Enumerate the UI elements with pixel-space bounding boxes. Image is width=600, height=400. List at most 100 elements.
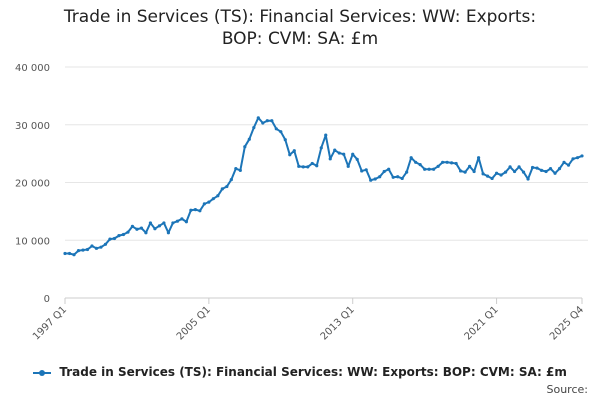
- data-point[interactable]: [81, 248, 85, 252]
- data-point[interactable]: [342, 152, 346, 156]
- data-point[interactable]: [463, 170, 467, 174]
- data-point[interactable]: [575, 156, 580, 160]
- data-point[interactable]: [229, 178, 233, 182]
- data-point[interactable]: [324, 133, 328, 137]
- data-point[interactable]: [364, 168, 368, 172]
- data-point[interactable]: [283, 138, 287, 142]
- data-point[interactable]: [436, 164, 440, 168]
- data-point[interactable]: [530, 165, 535, 170]
- data-point[interactable]: [157, 224, 162, 228]
- data-point[interactable]: [557, 167, 562, 171]
- data-point[interactable]: [72, 253, 76, 257]
- data-point[interactable]: [373, 177, 377, 181]
- data-point[interactable]: [270, 119, 274, 123]
- data-point[interactable]: [432, 167, 436, 171]
- data-point[interactable]: [130, 224, 135, 228]
- data-point[interactable]: [328, 157, 332, 161]
- data-point[interactable]: [517, 165, 521, 169]
- data-point[interactable]: [454, 161, 458, 166]
- data-point[interactable]: [503, 170, 508, 174]
- data-point[interactable]: [445, 160, 449, 164]
- data-point[interactable]: [346, 164, 350, 168]
- data-point[interactable]: [508, 165, 512, 169]
- data-point[interactable]: [162, 221, 166, 225]
- data-point[interactable]: [481, 172, 485, 176]
- data-point[interactable]: [441, 160, 445, 164]
- data-point[interactable]: [99, 245, 103, 249]
- data-point[interactable]: [418, 162, 422, 167]
- data-point[interactable]: [315, 164, 319, 168]
- data-point[interactable]: [166, 231, 170, 235]
- data-point[interactable]: [468, 164, 472, 168]
- data-point[interactable]: [526, 177, 530, 181]
- data-point[interactable]: [566, 163, 571, 167]
- data-point[interactable]: [121, 232, 126, 237]
- data-point[interactable]: [562, 160, 566, 164]
- data-point[interactable]: [391, 175, 395, 179]
- data-point[interactable]: [355, 157, 359, 161]
- data-point[interactable]: [333, 148, 337, 152]
- data-point[interactable]: [180, 217, 184, 221]
- data-point[interactable]: [207, 200, 211, 204]
- data-point[interactable]: [171, 221, 175, 225]
- data-point[interactable]: [256, 116, 260, 120]
- data-point[interactable]: [63, 251, 67, 256]
- data-point[interactable]: [571, 157, 575, 161]
- data-point[interactable]: [202, 202, 206, 206]
- data-point[interactable]: [423, 167, 427, 171]
- data-point[interactable]: [247, 137, 251, 141]
- data-point[interactable]: [139, 226, 144, 230]
- data-point[interactable]: [126, 230, 130, 234]
- data-point[interactable]: [117, 234, 121, 238]
- data-point[interactable]: [310, 161, 314, 166]
- data-point[interactable]: [414, 160, 418, 164]
- data-point[interactable]: [521, 170, 526, 174]
- data-point[interactable]: [499, 173, 503, 177]
- data-point[interactable]: [319, 146, 323, 150]
- data-point[interactable]: [360, 169, 364, 173]
- data-point[interactable]: [548, 167, 553, 171]
- data-point[interactable]: [189, 208, 193, 212]
- data-point[interactable]: [234, 167, 238, 171]
- data-point[interactable]: [184, 220, 188, 224]
- data-point[interactable]: [512, 169, 517, 174]
- data-point[interactable]: [400, 176, 404, 181]
- data-point[interactable]: [382, 169, 386, 174]
- data-point[interactable]: [494, 171, 499, 175]
- data-point[interactable]: [553, 171, 557, 175]
- data-point[interactable]: [378, 175, 382, 179]
- data-point[interactable]: [274, 127, 278, 131]
- data-point[interactable]: [580, 154, 584, 158]
- data-point[interactable]: [387, 167, 391, 171]
- data-point[interactable]: [477, 156, 481, 160]
- data-point[interactable]: [76, 249, 81, 253]
- data-point[interactable]: [337, 151, 341, 155]
- data-point[interactable]: [94, 246, 99, 250]
- data-point[interactable]: [108, 237, 112, 241]
- data-point[interactable]: [369, 178, 373, 182]
- data-point[interactable]: [216, 194, 220, 198]
- data-point[interactable]: [544, 169, 548, 174]
- data-point[interactable]: [265, 119, 269, 123]
- data-point[interactable]: [175, 219, 179, 223]
- data-point[interactable]: [261, 121, 265, 125]
- data-point[interactable]: [405, 170, 409, 174]
- data-point[interactable]: [292, 149, 296, 153]
- data-point[interactable]: [459, 169, 463, 173]
- data-point[interactable]: [490, 176, 494, 181]
- data-point[interactable]: [135, 227, 139, 231]
- data-point[interactable]: [279, 130, 283, 134]
- data-point[interactable]: [238, 168, 242, 172]
- data-point[interactable]: [351, 152, 355, 156]
- data-point[interactable]: [198, 209, 202, 213]
- data-point[interactable]: [220, 187, 224, 191]
- data-point[interactable]: [306, 165, 310, 169]
- data-point[interactable]: [90, 244, 94, 248]
- data-point[interactable]: [193, 208, 197, 212]
- data-point[interactable]: [85, 247, 90, 252]
- legend[interactable]: Trade in Services (TS): Financial Servic…: [0, 365, 600, 379]
- data-point[interactable]: [252, 126, 256, 130]
- data-point[interactable]: [409, 156, 413, 160]
- data-point[interactable]: [144, 231, 148, 235]
- data-point[interactable]: [148, 221, 153, 225]
